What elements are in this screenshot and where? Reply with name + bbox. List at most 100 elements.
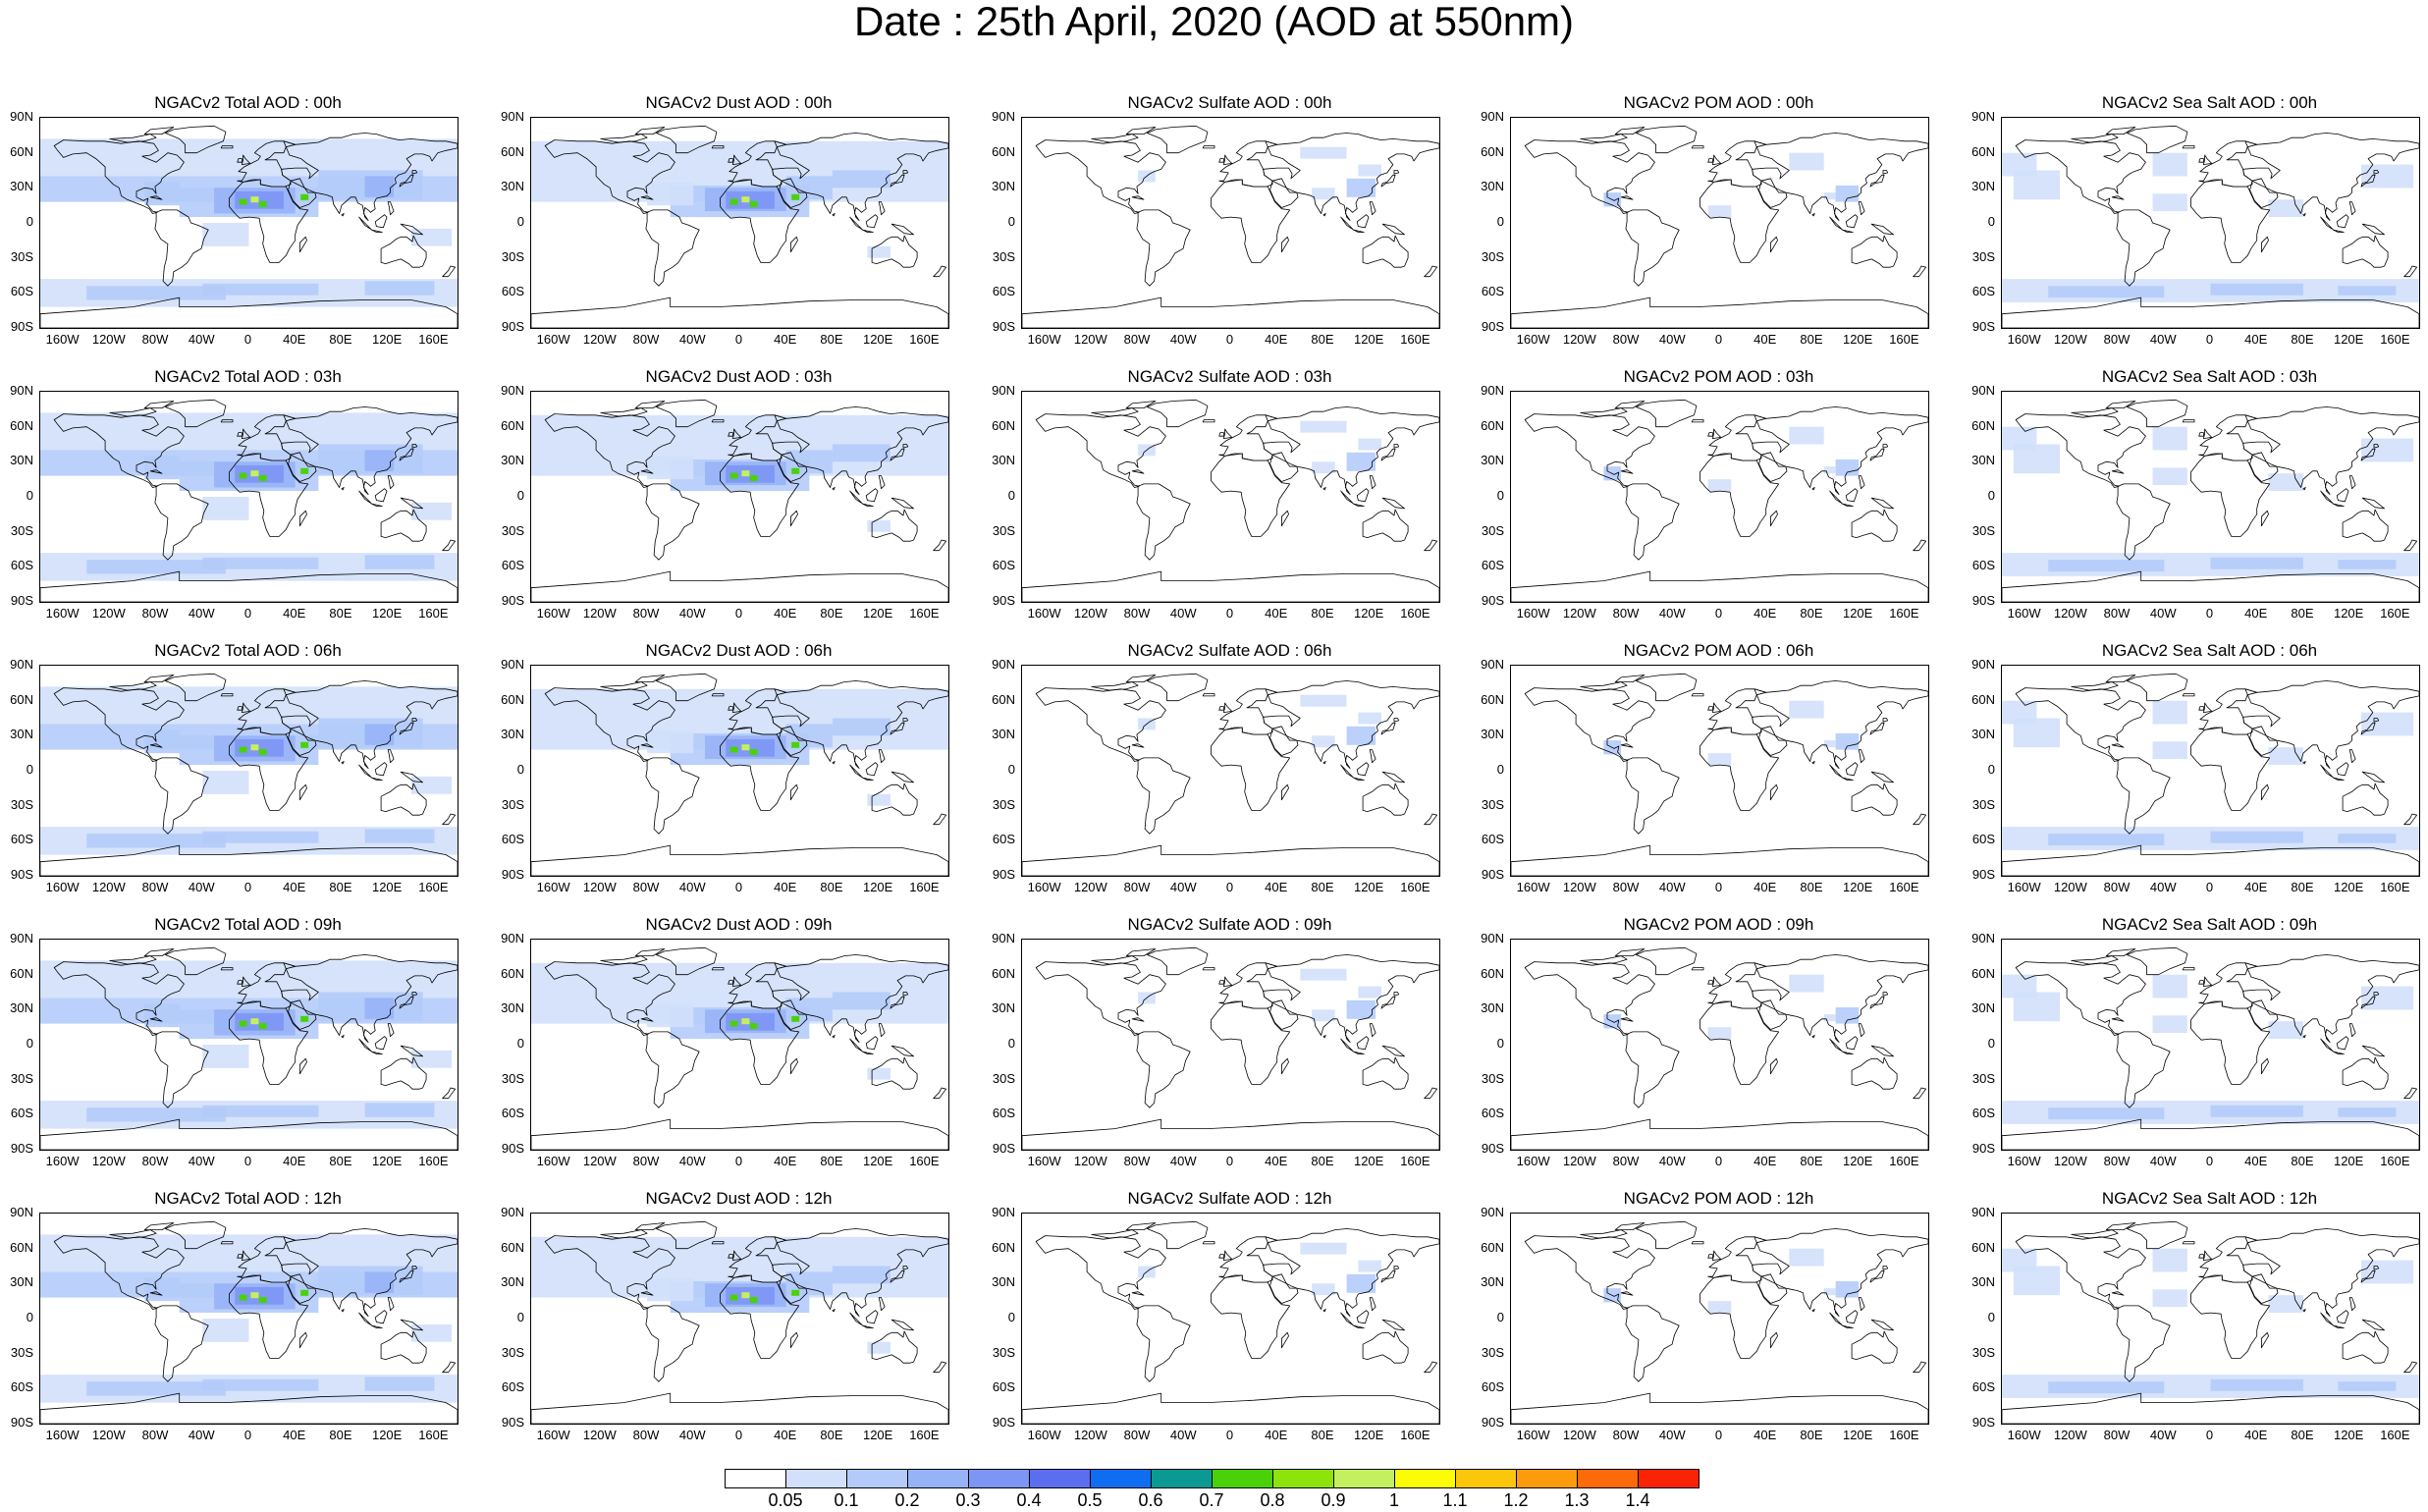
aod-region	[202, 497, 249, 520]
land-outline	[2071, 955, 2119, 965]
lon-tick-label: 120W	[1073, 1154, 1107, 1168]
colorbar-swatch	[785, 1469, 847, 1488]
lon-tick-label: 0	[2205, 1428, 2214, 1442]
land-outline	[1356, 1310, 1370, 1324]
land-outline	[1393, 718, 1400, 723]
coastlines	[531, 946, 948, 1150]
land-outline	[1913, 539, 1927, 552]
land-outline	[1769, 510, 1778, 527]
land-outline	[374, 1310, 388, 1324]
coastlines	[2002, 946, 2419, 1150]
lat-tick-label: 30S	[992, 248, 1015, 264]
lon-tick-label: 160E	[418, 1154, 449, 1168]
colorbar-swatch	[1455, 1469, 1517, 1488]
lon-tick-label: 80E	[2291, 606, 2314, 621]
lat-tick-label: 60S	[1481, 1379, 1504, 1395]
colorbar-tick-label: 1.2	[1503, 1490, 1529, 1510]
land-outline	[2111, 743, 2125, 748]
lat-tick-label: 90N	[1971, 109, 1995, 124]
lon-tick-label: 120E	[1353, 880, 1384, 894]
lat-tick-label: 30N	[501, 1000, 524, 1016]
land-outline	[1353, 503, 1365, 507]
land-outline	[2182, 693, 2195, 697]
lon-tick-label: 80W	[2103, 1428, 2131, 1442]
aod-region	[1300, 968, 1347, 981]
land-outline	[1263, 133, 1439, 221]
dust-hotspot	[250, 196, 259, 203]
land-outline	[341, 213, 345, 217]
land-outline	[645, 209, 700, 287]
land-outline	[1524, 687, 1655, 762]
lat-tick-label: 0	[516, 762, 524, 777]
land-outline	[719, 1274, 800, 1359]
land-outline	[2320, 1038, 2335, 1053]
land-outline	[2333, 229, 2345, 233]
land-outline	[719, 179, 800, 263]
land-outline	[1699, 727, 1780, 811]
lat-tick-label: 30N	[992, 453, 1015, 468]
lon-tick-label: 40W	[2149, 332, 2177, 347]
panel-title: NGACv2 Sulfate AOD : 03h	[1127, 367, 1332, 386]
lat-tick-label: 60N	[992, 965, 1015, 981]
lat-tick-label: 60S	[1971, 284, 1995, 299]
land-outline	[143, 1222, 175, 1231]
aod-field	[1138, 146, 1381, 200]
lon-tick-label: 40E	[283, 1428, 306, 1442]
lon-tick-label: 120E	[371, 606, 403, 621]
lon-tick-label: 40E	[774, 1428, 797, 1442]
lat-tick-label: 60S	[10, 558, 33, 573]
land-outline	[1393, 444, 1400, 449]
land-outline	[1280, 1057, 1289, 1075]
land-outline	[2403, 539, 2418, 552]
aod-region	[2152, 700, 2187, 725]
land-outline	[1858, 1297, 1865, 1312]
dust-hotspot	[791, 1289, 800, 1296]
land-outline	[1758, 1275, 1788, 1304]
aod-region	[86, 1381, 226, 1396]
lon-tick-label: 0	[243, 880, 252, 894]
land-outline	[728, 158, 733, 163]
land-outline	[2202, 702, 2213, 713]
land-outline	[1769, 236, 1778, 253]
lon-tick-label: 120E	[1842, 606, 1873, 621]
lon-tick-label: 120E	[1842, 880, 1873, 894]
land-outline	[53, 961, 185, 1036]
lat-tick-label: 30N	[1481, 727, 1504, 742]
lat-tick-label: 0	[516, 214, 524, 229]
land-outline	[832, 1035, 836, 1039]
land-outline	[1393, 992, 1400, 997]
land-outline	[2202, 976, 2213, 987]
coastlines	[531, 399, 948, 602]
coastlines	[1022, 946, 1439, 1150]
aod-map	[530, 665, 949, 877]
land-outline	[2302, 487, 2306, 491]
colorbar-tick-label: 0.3	[955, 1490, 981, 1510]
land-outline	[544, 1235, 675, 1310]
land-outline	[2336, 762, 2349, 777]
lat-tick-label: 0	[1496, 214, 1504, 229]
land-outline	[1136, 209, 1191, 287]
aod-map	[1021, 1213, 1440, 1425]
lat-tick-label: 90S	[1971, 1141, 1995, 1156]
land-outline	[789, 510, 798, 527]
lon-tick-label: 160W	[1027, 1154, 1061, 1168]
lon-tick-label: 40W	[1169, 332, 1197, 347]
coastlines	[2002, 399, 2419, 602]
land-outline	[731, 428, 742, 439]
lat-tick-label: 90S	[10, 1415, 33, 1430]
lat-tick-label: 60N	[1481, 965, 1504, 981]
coastlines	[1511, 946, 1928, 1150]
aod-field	[1138, 420, 1381, 474]
land-outline	[53, 139, 185, 214]
land-outline	[890, 497, 915, 510]
land-outline	[1222, 976, 1233, 987]
aod-field	[40, 138, 458, 307]
lon-tick-label: 80W	[632, 880, 660, 894]
land-outline	[711, 967, 725, 971]
aod-region	[647, 729, 694, 754]
aod-map	[530, 391, 949, 603]
dust-hotspot	[729, 746, 738, 753]
land-outline	[1620, 469, 1634, 474]
lat-tick-label: 90N	[992, 383, 1015, 398]
land-outline	[2198, 158, 2204, 163]
